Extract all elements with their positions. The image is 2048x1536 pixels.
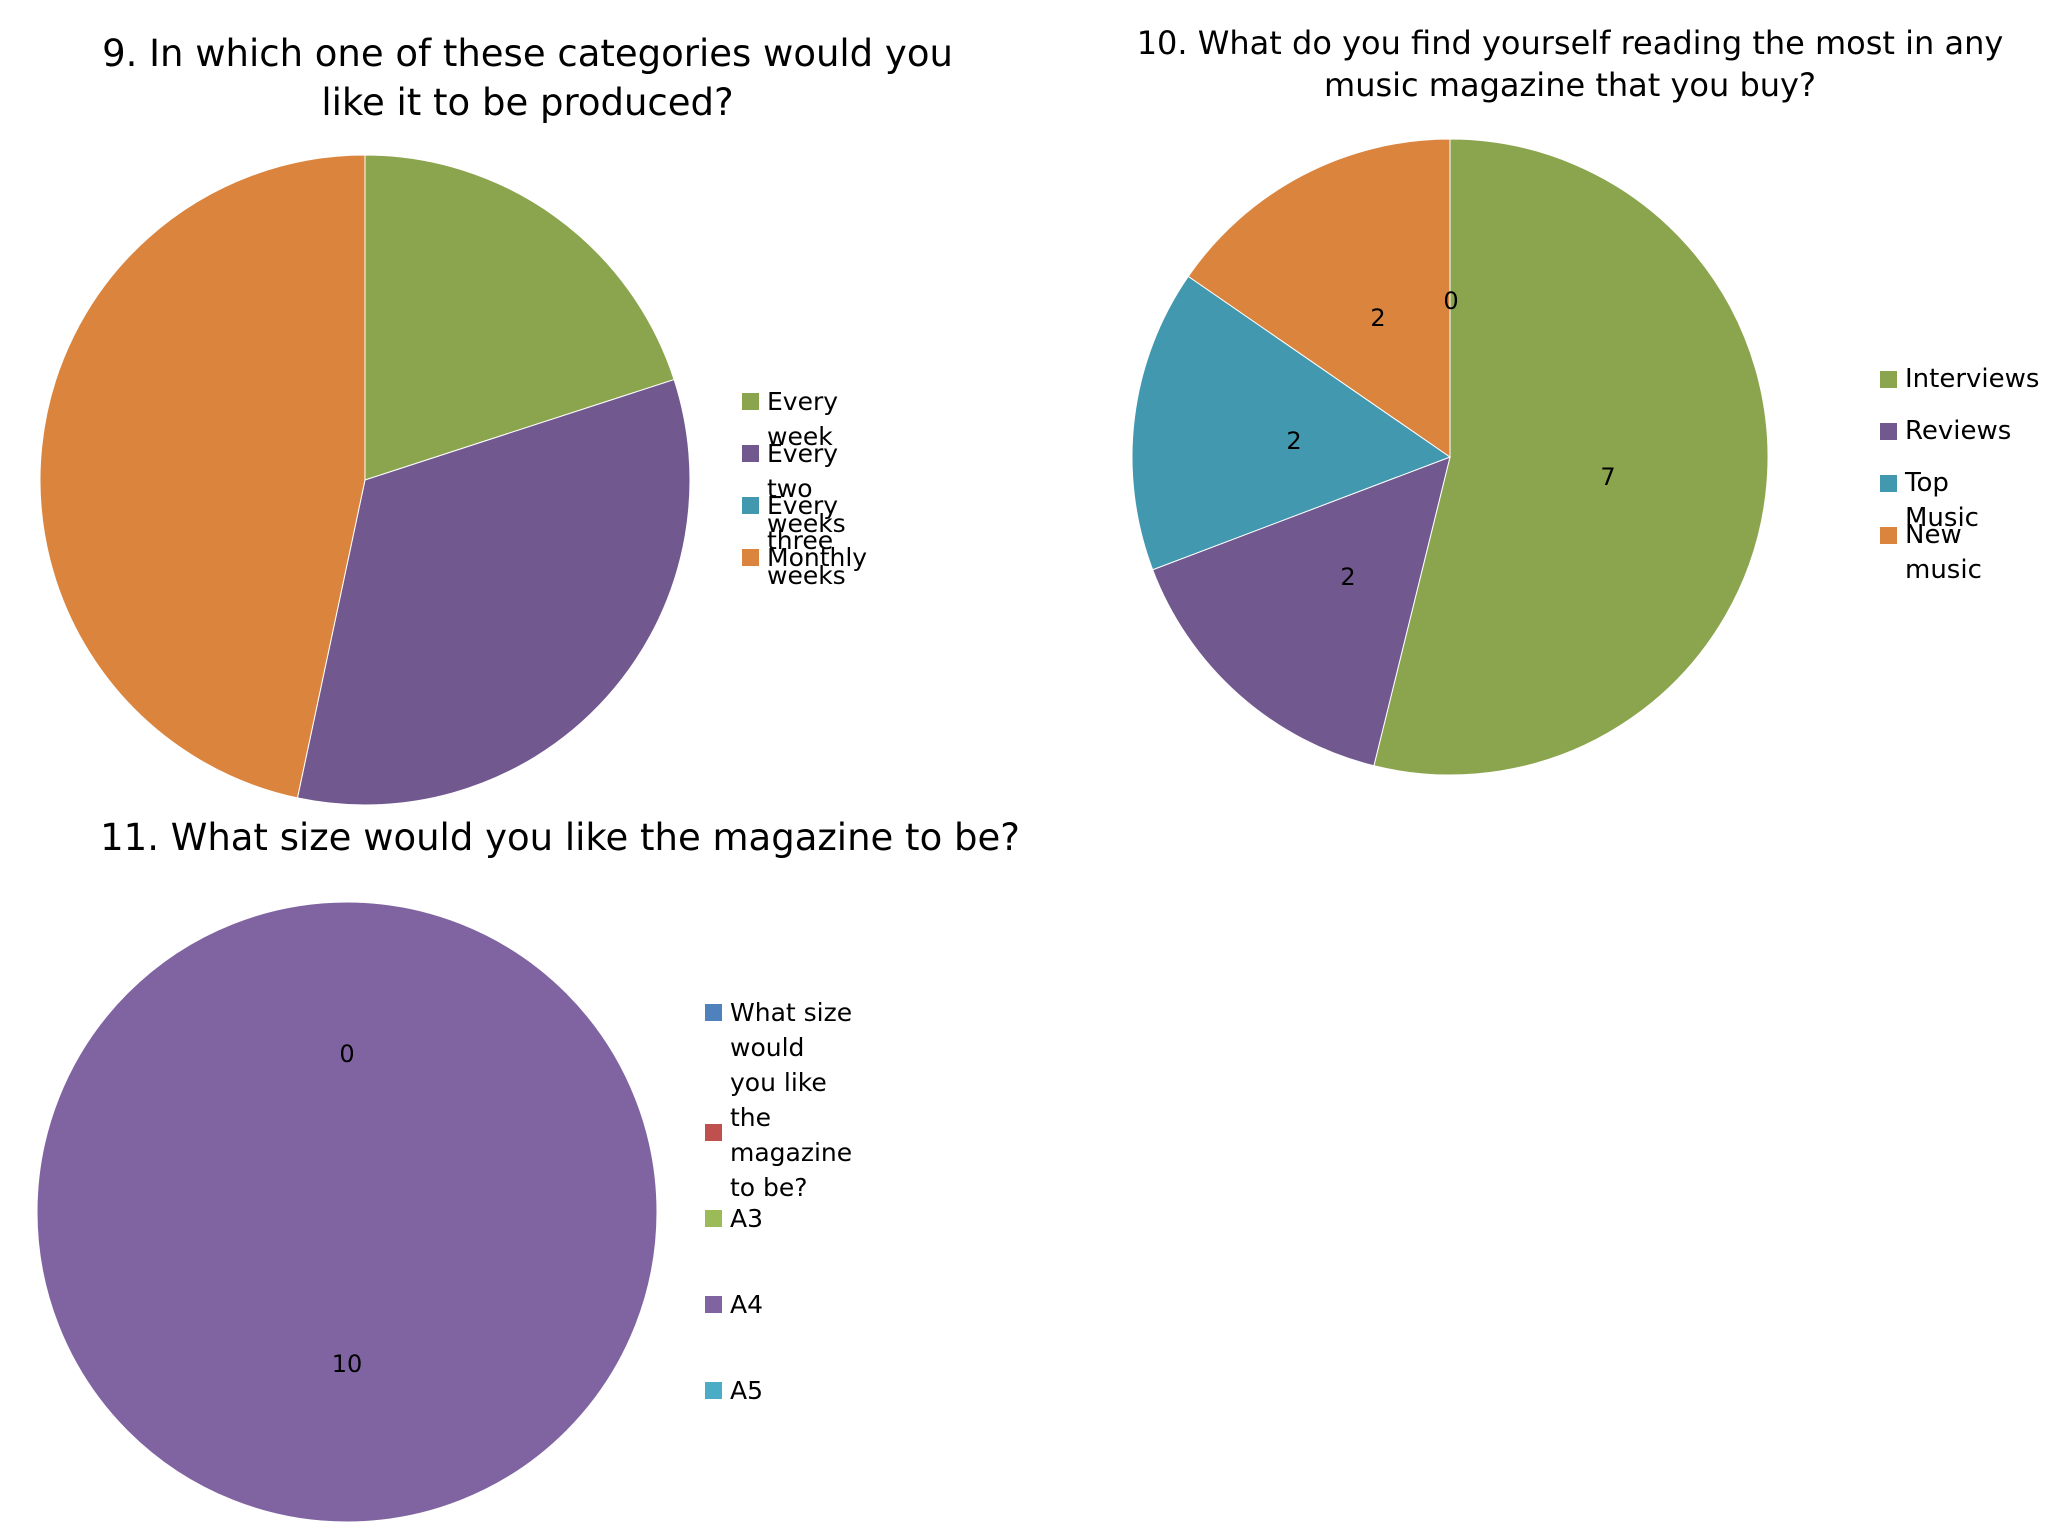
data-label-zero: 0 xyxy=(339,1040,354,1068)
pie-slice-every-two-weeks xyxy=(296,378,691,806)
legend-swatch xyxy=(705,1004,722,1021)
legend-label: Every week xyxy=(767,387,839,451)
legend-item-monthly: Monthly xyxy=(742,540,867,575)
legend-item-a5: A5 xyxy=(705,1373,763,1408)
data-label-zero: 0 xyxy=(1443,287,1458,315)
chart-title: 10. What do you find yourself reading th… xyxy=(1136,24,2004,105)
legend-item-reviews: Reviews xyxy=(1880,414,2011,449)
chart-reading: 10. What do you find yourself reading th… xyxy=(1100,0,2048,800)
legend-label: A3 xyxy=(730,1204,764,1233)
legend-item-a3: A3 xyxy=(705,1201,763,1236)
pie-slice-interviews xyxy=(1373,138,1769,776)
data-label-interviews: 7 xyxy=(1600,463,1615,491)
legend-swatch xyxy=(705,1210,722,1227)
data-label-new-music: 2 xyxy=(1370,304,1385,332)
legend-label: New music xyxy=(1905,520,1982,585)
legend-swatch xyxy=(705,1382,722,1399)
legend-label: What size would you like the magazine to… xyxy=(730,998,853,1202)
legend-label: Reviews xyxy=(1905,416,2012,446)
chart-title: 9. In which one of these categories woul… xyxy=(102,32,953,124)
legend-item-every-week: Every week xyxy=(742,384,838,454)
legend-item-every-three-weeks: Every three weeks xyxy=(742,488,846,593)
legend-item-interviews: Interviews xyxy=(1880,362,2039,397)
legend-item-top-music: Top Music xyxy=(1880,466,1979,536)
legend-swatch xyxy=(742,445,759,462)
legend-swatch xyxy=(1880,475,1897,492)
legend-swatch xyxy=(705,1296,722,1313)
legend-label: Monthly xyxy=(767,543,868,572)
pie-slice-new-music xyxy=(1187,138,1451,458)
legend-swatch xyxy=(1880,527,1897,544)
legend-label: A4 xyxy=(730,1290,764,1319)
legend-item-blank xyxy=(705,1115,730,1141)
legend-item-new-music: New music xyxy=(1880,518,1982,588)
legend-swatch xyxy=(1880,423,1897,440)
data-label-top-music: 2 xyxy=(1286,427,1301,455)
legend-swatch xyxy=(742,549,759,566)
pie-chart-size: 10 0 xyxy=(36,901,658,1523)
pie-chart-reading: 7 2 2 2 0 xyxy=(1131,138,1769,776)
pie-slice-monthly xyxy=(39,154,366,799)
legend-item-a4: A4 xyxy=(705,1287,763,1322)
pie-slice-every-week xyxy=(364,154,675,481)
data-label-a4: 10 xyxy=(332,1350,363,1378)
legend-label: Every two weeks xyxy=(767,439,846,538)
legend-label: Top Music xyxy=(1905,468,1979,533)
legend-label: Every three weeks xyxy=(767,491,846,590)
legend-item-what-size-would-you-like-the-magazine-to-be: What size would you like the magazine to… xyxy=(705,995,852,1205)
data-label-reviews: 2 xyxy=(1340,563,1355,591)
pie-chart-frequency xyxy=(39,154,691,806)
chart-title: 11. What size would you like the magazin… xyxy=(100,816,1020,859)
legend-item-every-two-weeks: Every two weeks xyxy=(742,436,846,541)
chart-frequency: 9. In which one of these categories woul… xyxy=(0,0,1060,806)
legend-label: Interviews xyxy=(1905,364,2040,394)
legend-swatch xyxy=(705,1124,722,1141)
chart-size: 11. What size would you like the magazin… xyxy=(0,800,1100,1536)
pie-slice-top-music xyxy=(1131,275,1452,571)
legend-label: A5 xyxy=(730,1376,764,1405)
legend-swatch xyxy=(1880,371,1897,388)
pie-slice-a4 xyxy=(36,901,658,1523)
pie-slice-reviews xyxy=(1152,456,1451,767)
legend-swatch xyxy=(742,393,759,410)
legend-swatch xyxy=(742,497,759,514)
